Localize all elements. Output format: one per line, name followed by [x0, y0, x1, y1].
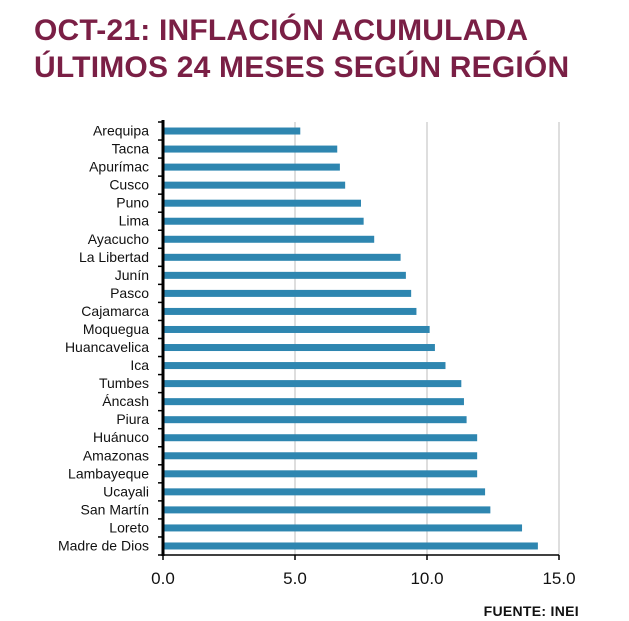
category-label: Apurímac — [89, 159, 149, 175]
category-label: Madre de Dios — [58, 537, 149, 553]
bar — [163, 307, 417, 315]
category-label: Ayacucho — [88, 231, 149, 247]
bar — [163, 163, 340, 171]
bar — [163, 380, 462, 388]
category-label: Lambayeque — [68, 465, 149, 481]
bar — [163, 289, 412, 297]
bar — [163, 470, 478, 478]
x-tick-label: 5.0 — [283, 569, 307, 588]
category-label: Moquegua — [83, 321, 149, 337]
category-label: Junín — [115, 267, 149, 283]
bar — [163, 488, 486, 496]
bar — [163, 199, 361, 207]
x-tick-label: 15.0 — [542, 569, 575, 588]
bar — [163, 145, 338, 153]
x-tick-label: 0.0 — [151, 569, 175, 588]
title-line-1: OCT-21: INFLACIÓN ACUMULADA — [34, 14, 529, 47]
bar — [163, 217, 364, 225]
category-label: Pasco — [110, 285, 149, 301]
category-label: Puno — [116, 195, 149, 211]
x-tick-label: 10.0 — [410, 569, 443, 588]
bar — [163, 127, 301, 135]
category-label: La Libertad — [79, 249, 149, 265]
category-label: Arequipa — [93, 123, 149, 139]
bar — [163, 181, 346, 189]
bar — [163, 235, 375, 243]
category-label: Huánuco — [93, 429, 149, 445]
title-line-2: ÚLTIMOS 24 MESES SEGÚN REGIÓN — [34, 51, 570, 84]
bar — [163, 362, 446, 370]
category-label: San Martín — [81, 501, 149, 517]
bar — [163, 542, 538, 550]
bar — [163, 398, 464, 406]
category-label: Tacna — [112, 141, 150, 157]
bar — [163, 416, 467, 424]
bar — [163, 434, 478, 442]
source-note: FUENTE: INEI — [483, 603, 579, 619]
category-label: Ica — [130, 357, 149, 373]
category-label: Cajamarca — [81, 303, 149, 319]
bar — [163, 271, 406, 279]
category-label: Tumbes — [99, 375, 149, 391]
category-label: Lima — [119, 213, 150, 229]
bar — [163, 506, 491, 514]
bar — [163, 325, 430, 333]
bar — [163, 253, 401, 261]
bar — [163, 452, 478, 460]
category-label: Loreto — [109, 519, 149, 535]
category-label: Cusco — [109, 177, 149, 193]
category-label: Huancavelica — [65, 339, 149, 355]
category-label: Ucayali — [103, 483, 149, 499]
bar — [163, 524, 523, 532]
category-label: Amazonas — [83, 447, 149, 463]
category-label: Áncash — [102, 393, 149, 409]
category-label: Piura — [116, 411, 149, 427]
chart-title: OCT-21: INFLACIÓN ACUMULADA ÚLTIMOS 24 M… — [34, 12, 569, 86]
bar — [163, 344, 435, 352]
